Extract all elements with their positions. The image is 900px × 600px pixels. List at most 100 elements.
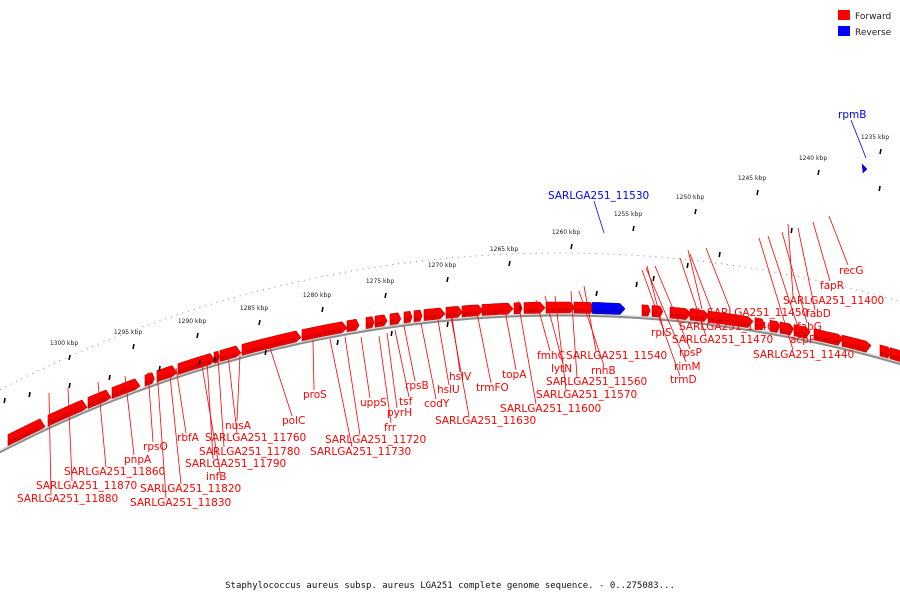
forward-gene [374,314,388,328]
forward-gene-shade [87,396,107,407]
label-leader-line [705,247,731,310]
label-leader-line [828,215,849,266]
label-leader-line [156,369,167,499]
feature-tick [595,290,598,297]
scale-tick [879,148,882,155]
forward-gene [365,316,375,329]
feature-tick [446,321,449,328]
gene-label: fapR [820,280,844,292]
scale-tick [196,332,199,339]
feature-tick [790,227,793,234]
forward-gene-shade [365,323,373,328]
gene-label: rpsB [405,380,429,392]
forward-gene [403,310,413,324]
backbone-highlight [0,313,900,452]
legend-label: Reverse [855,28,892,38]
scale-tick [632,225,635,232]
gene-label: rplS [651,327,672,339]
label-leader-line [812,221,831,282]
scale-label: 1285 kbp [240,305,268,312]
forward-gene-shade [481,309,509,314]
scale-label: 1240 kbp [799,155,827,162]
gene-label: trmFO [476,382,509,394]
label-leader-line [67,387,73,482]
scale-tick [258,319,261,326]
forward-gene [7,418,46,447]
forward-gene [461,304,484,318]
feature-tick [158,365,161,372]
forward-gene [513,302,523,315]
gene-label: rimM [674,361,701,373]
forward-gene [879,344,892,359]
gene-label: uppS [360,397,387,409]
gene-label: SARLGA251_11790 [185,458,286,470]
legend-swatch [838,10,850,20]
forward-gene [889,347,900,362]
label-leader-line [645,267,687,363]
label-leader-line [97,381,107,468]
scale-tick [446,276,449,283]
forward-gene-shade [413,316,421,321]
feature-tick [68,382,71,389]
feature-tick [264,349,267,356]
gene-label: nusA [225,420,252,432]
scale-ruler: 1235 kbp 1240 kbp 1245 kbp 1250 kbp 1255 kbp… [0,134,900,391]
forward-gene [445,305,463,319]
gene-label: SARLGA251_11760 [205,432,306,444]
scale-tick [132,343,135,350]
feature-tick [213,356,216,363]
scale-tick [508,260,511,267]
feature-tick [686,262,689,269]
forward-gene [481,302,514,316]
forward-gene-body [461,304,484,318]
forward-gene [523,301,546,314]
forward-gene-shade [301,328,343,340]
label-leader-line [168,365,182,485]
scale-tick [321,306,324,313]
gene-label: lytN [551,363,572,375]
forward-gene [813,328,844,346]
gene-label: SARLGA251_11830 [130,497,231,509]
reverse-gene-body [591,302,626,315]
forward-gene [545,301,576,314]
scale-label: 1250 kbp [676,194,704,201]
gene-label: rpsO [143,441,168,453]
forward-gene-shade [346,325,357,331]
label-leader-line [641,269,681,377]
gene-label: tsf [399,396,413,408]
gene-label: SARLGA251_11450 [707,307,808,319]
forward-gene-shade [779,328,791,334]
forward-gene-shade [461,311,479,316]
genome-backbone [0,313,900,454]
scale-tick [570,243,573,250]
scale-tick [817,169,820,176]
backbone-line [0,313,900,454]
forward-gene [177,353,216,376]
label-leader-line [758,237,794,351]
gene-label: hslU [437,384,460,396]
label-leader-line [378,335,392,424]
gene-label: SARLGA251_11400 [783,295,884,307]
gene-label: SARLGA251_11780 [199,446,300,458]
scale-tick [694,208,697,215]
label-leader-line [583,285,597,352]
label-leader-line [403,325,416,382]
reverse-gene-small [861,163,868,174]
forward-gene [413,309,423,323]
forward-gene-shade [669,313,687,319]
label-leader-line [554,295,567,391]
feature-tick [336,339,339,346]
forward-gene-shade [423,314,441,320]
gene-label: ffh [690,307,704,319]
forward-gene [707,310,754,328]
gene-label: acpP [790,334,815,346]
forward-gene [111,378,141,400]
forward-gene [389,312,402,326]
gene-label: proS [303,389,327,401]
label-leader-line [689,253,717,323]
label-leader-line [517,300,537,405]
feature-tick [652,275,655,282]
label-leader-line [206,359,214,460]
label-leader-line [544,295,564,365]
label-leader-line [570,290,578,378]
